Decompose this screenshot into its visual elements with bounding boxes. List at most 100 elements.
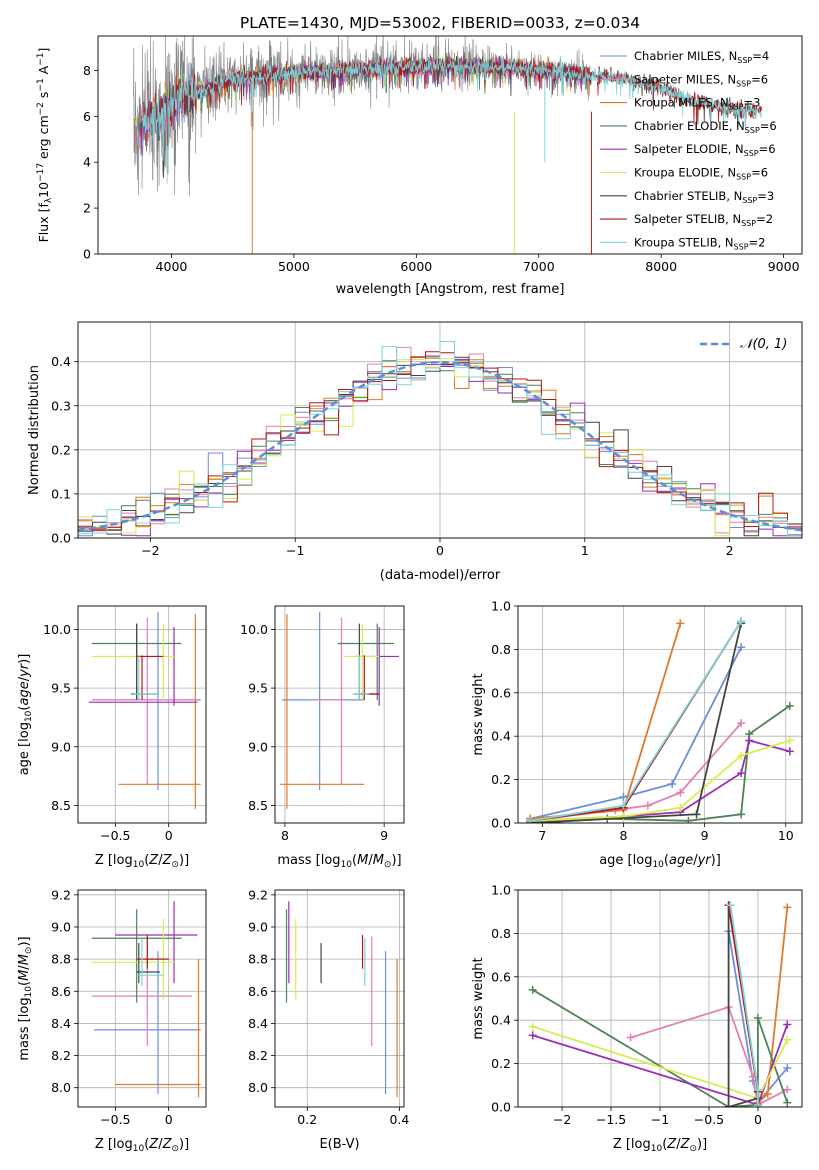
- series-point: [676, 803, 685, 812]
- x-tick-label: −0.5: [100, 1112, 130, 1127]
- series-point: [726, 901, 735, 910]
- y-tick-label: 0.2: [491, 772, 511, 787]
- series-point: [626, 1033, 635, 1042]
- series-point: [783, 1085, 792, 1094]
- series-line: [529, 646, 742, 820]
- y-tick-label: 0.6: [491, 685, 511, 700]
- y-axis-label: mass weight: [471, 673, 486, 755]
- x-tick-label: 2: [726, 543, 734, 558]
- axes-frame: [274, 605, 405, 824]
- errorbar-chabrier_stelib: [136, 943, 161, 984]
- errorbar-chabrier_elodie: [91, 909, 182, 1003]
- x-tick-label: 0.2: [297, 1112, 317, 1127]
- x-axis-label: wavelength [Angstrom, rest frame]: [336, 282, 565, 297]
- panel-weight_vs_z: −2 −1.5 −1 −0.5 0 0.0 0.2 0.4 0.6 0.8 1.0 Z [log10(…: [471, 883, 803, 1154]
- y-tick-label: 0.6: [491, 969, 511, 984]
- y-tick-label: 9.0: [248, 919, 268, 934]
- errorbar-kroupa_stelib: [133, 655, 158, 700]
- x-tick-label: 0: [165, 1112, 173, 1127]
- y-tick-label: 9.2: [248, 887, 268, 902]
- x-tick-label: 6000: [400, 259, 432, 274]
- series-point: [528, 985, 537, 994]
- y-tick-label: 9.0: [51, 739, 71, 754]
- y-tick-label: 9.2: [51, 887, 71, 902]
- legend-label-chabrier_miles: Chabrier MILES, NSSP=4: [634, 49, 769, 65]
- errorbar-kroupa_stelib: [352, 655, 370, 700]
- axes: 7 8 9 10 0.0 0.2 0.4 0.6 0.8 1.0 age [log10(age/yr…: [471, 599, 803, 870]
- y-tick-label: 0.2: [51, 442, 71, 457]
- errorbar-chabrier_elodie: [337, 623, 395, 700]
- errorbar-kroupa_miles: [115, 959, 201, 1098]
- series-point: [619, 812, 628, 821]
- plot-area: [279, 611, 400, 809]
- x-axis-label: Z [log10(Z/Z⊙)]: [95, 853, 189, 870]
- axes-frame: [77, 889, 207, 1108]
- x-tick-label: 9000: [768, 259, 800, 274]
- series-point: [724, 1103, 733, 1107]
- errorbar-salpeter_miles: [91, 617, 198, 785]
- y-tick-label: 8.4: [248, 1016, 268, 1031]
- axes-frame: [97, 35, 803, 255]
- series-point: [643, 801, 652, 810]
- plot-area: [526, 617, 794, 823]
- errorbar-kroupa_elodie: [344, 623, 380, 700]
- legend-label-chabrier_elodie: Chabrier ELODIE, NSSP=6: [634, 119, 777, 135]
- y-tick-label: 0.4: [491, 729, 511, 744]
- series-point: [737, 751, 746, 760]
- grid-lines: [78, 890, 206, 1107]
- x-tick-label: 0.4: [389, 1112, 409, 1127]
- grid-lines: [275, 890, 404, 1107]
- series-point: [676, 788, 685, 797]
- y-tick-label: 0.8: [491, 926, 511, 941]
- axes: −0.5 0 8.5 9.0 9.5 10.0 Z [log10(Z/Z⊙)] age [lo…: [17, 605, 207, 870]
- x-tick-label: 7: [538, 828, 546, 843]
- model-spectrum-kroupa_stelib: [142, 55, 762, 184]
- plot-area: [528, 901, 792, 1107]
- x-tick-label: −1: [286, 543, 304, 558]
- series-point: [785, 747, 794, 756]
- axes-frame: [77, 605, 207, 824]
- series-point: [753, 1014, 762, 1023]
- series-point: [753, 1100, 762, 1107]
- y-tick-label: 0.3: [51, 398, 71, 413]
- x-tick-label: −2: [553, 1112, 571, 1127]
- y-axis-label: age [log10(age/yr)]: [17, 654, 34, 776]
- y-tick-label: 0: [83, 247, 91, 262]
- y-tick-label: 6: [83, 109, 91, 124]
- series-point: [676, 619, 685, 628]
- errorbar-kroupa_miles: [279, 614, 365, 809]
- x-axis-label: Z [log10(Z/Z⊙)]: [95, 1137, 189, 1154]
- panel-residuals: −2 −1 0 1 2 0.0 0.1 0.2 0.3 0.4 (data-model)/error…: [27, 321, 803, 583]
- x-axis-label: Z [log10(Z/Z⊙)]: [613, 1137, 707, 1154]
- y-tick-label: 8.5: [248, 798, 268, 813]
- x-tick-label: 5000: [278, 259, 310, 274]
- series-point: [763, 1089, 772, 1098]
- y-tick-label: 9.5: [248, 681, 268, 696]
- axes-frame: [517, 889, 803, 1108]
- errorbar-salpeter_miles: [314, 617, 345, 785]
- y-tick-label: 0.0: [491, 1100, 511, 1115]
- x-axis-label: age [log10(age/yr)]: [599, 853, 721, 870]
- y-tick-label: 8.2: [51, 1048, 71, 1063]
- x-tick-label: 4000: [156, 259, 188, 274]
- series-point: [737, 719, 746, 728]
- plot-area: [91, 901, 201, 1098]
- series-point: [783, 903, 792, 912]
- panel-mass_vs_ebv: 0.2 0.4 8.0 8.2 8.4 8.6 8.8 9.0 9.2 E(B-V): [248, 887, 409, 1152]
- errorbar-salpeter_stelib: [136, 655, 164, 700]
- y-tick-label: 8.8: [248, 952, 268, 967]
- figure-title: PLATE=1430, MJD=53002, FIBERID=0033, z=0…: [240, 14, 640, 32]
- series-point: [528, 1031, 537, 1040]
- gaussian-curve: [78, 360, 802, 532]
- y-tick-label: 2: [83, 201, 91, 216]
- axes: 0.2 0.4 8.0 8.2 8.4 8.6 8.8 9.0 9.2 E(B-V): [248, 887, 409, 1152]
- legend-label-salpeter_elodie: Salpeter ELODIE, NSSP=6: [634, 142, 776, 158]
- series-point: [528, 1022, 537, 1031]
- y-tick-label: 9.5: [51, 681, 71, 696]
- y-tick-label: 8.2: [248, 1048, 268, 1063]
- y-tick-label: 0.2: [491, 1056, 511, 1071]
- series-point: [737, 617, 746, 626]
- series-point: [783, 1035, 792, 1044]
- series-kroupa_stelib: [526, 617, 746, 823]
